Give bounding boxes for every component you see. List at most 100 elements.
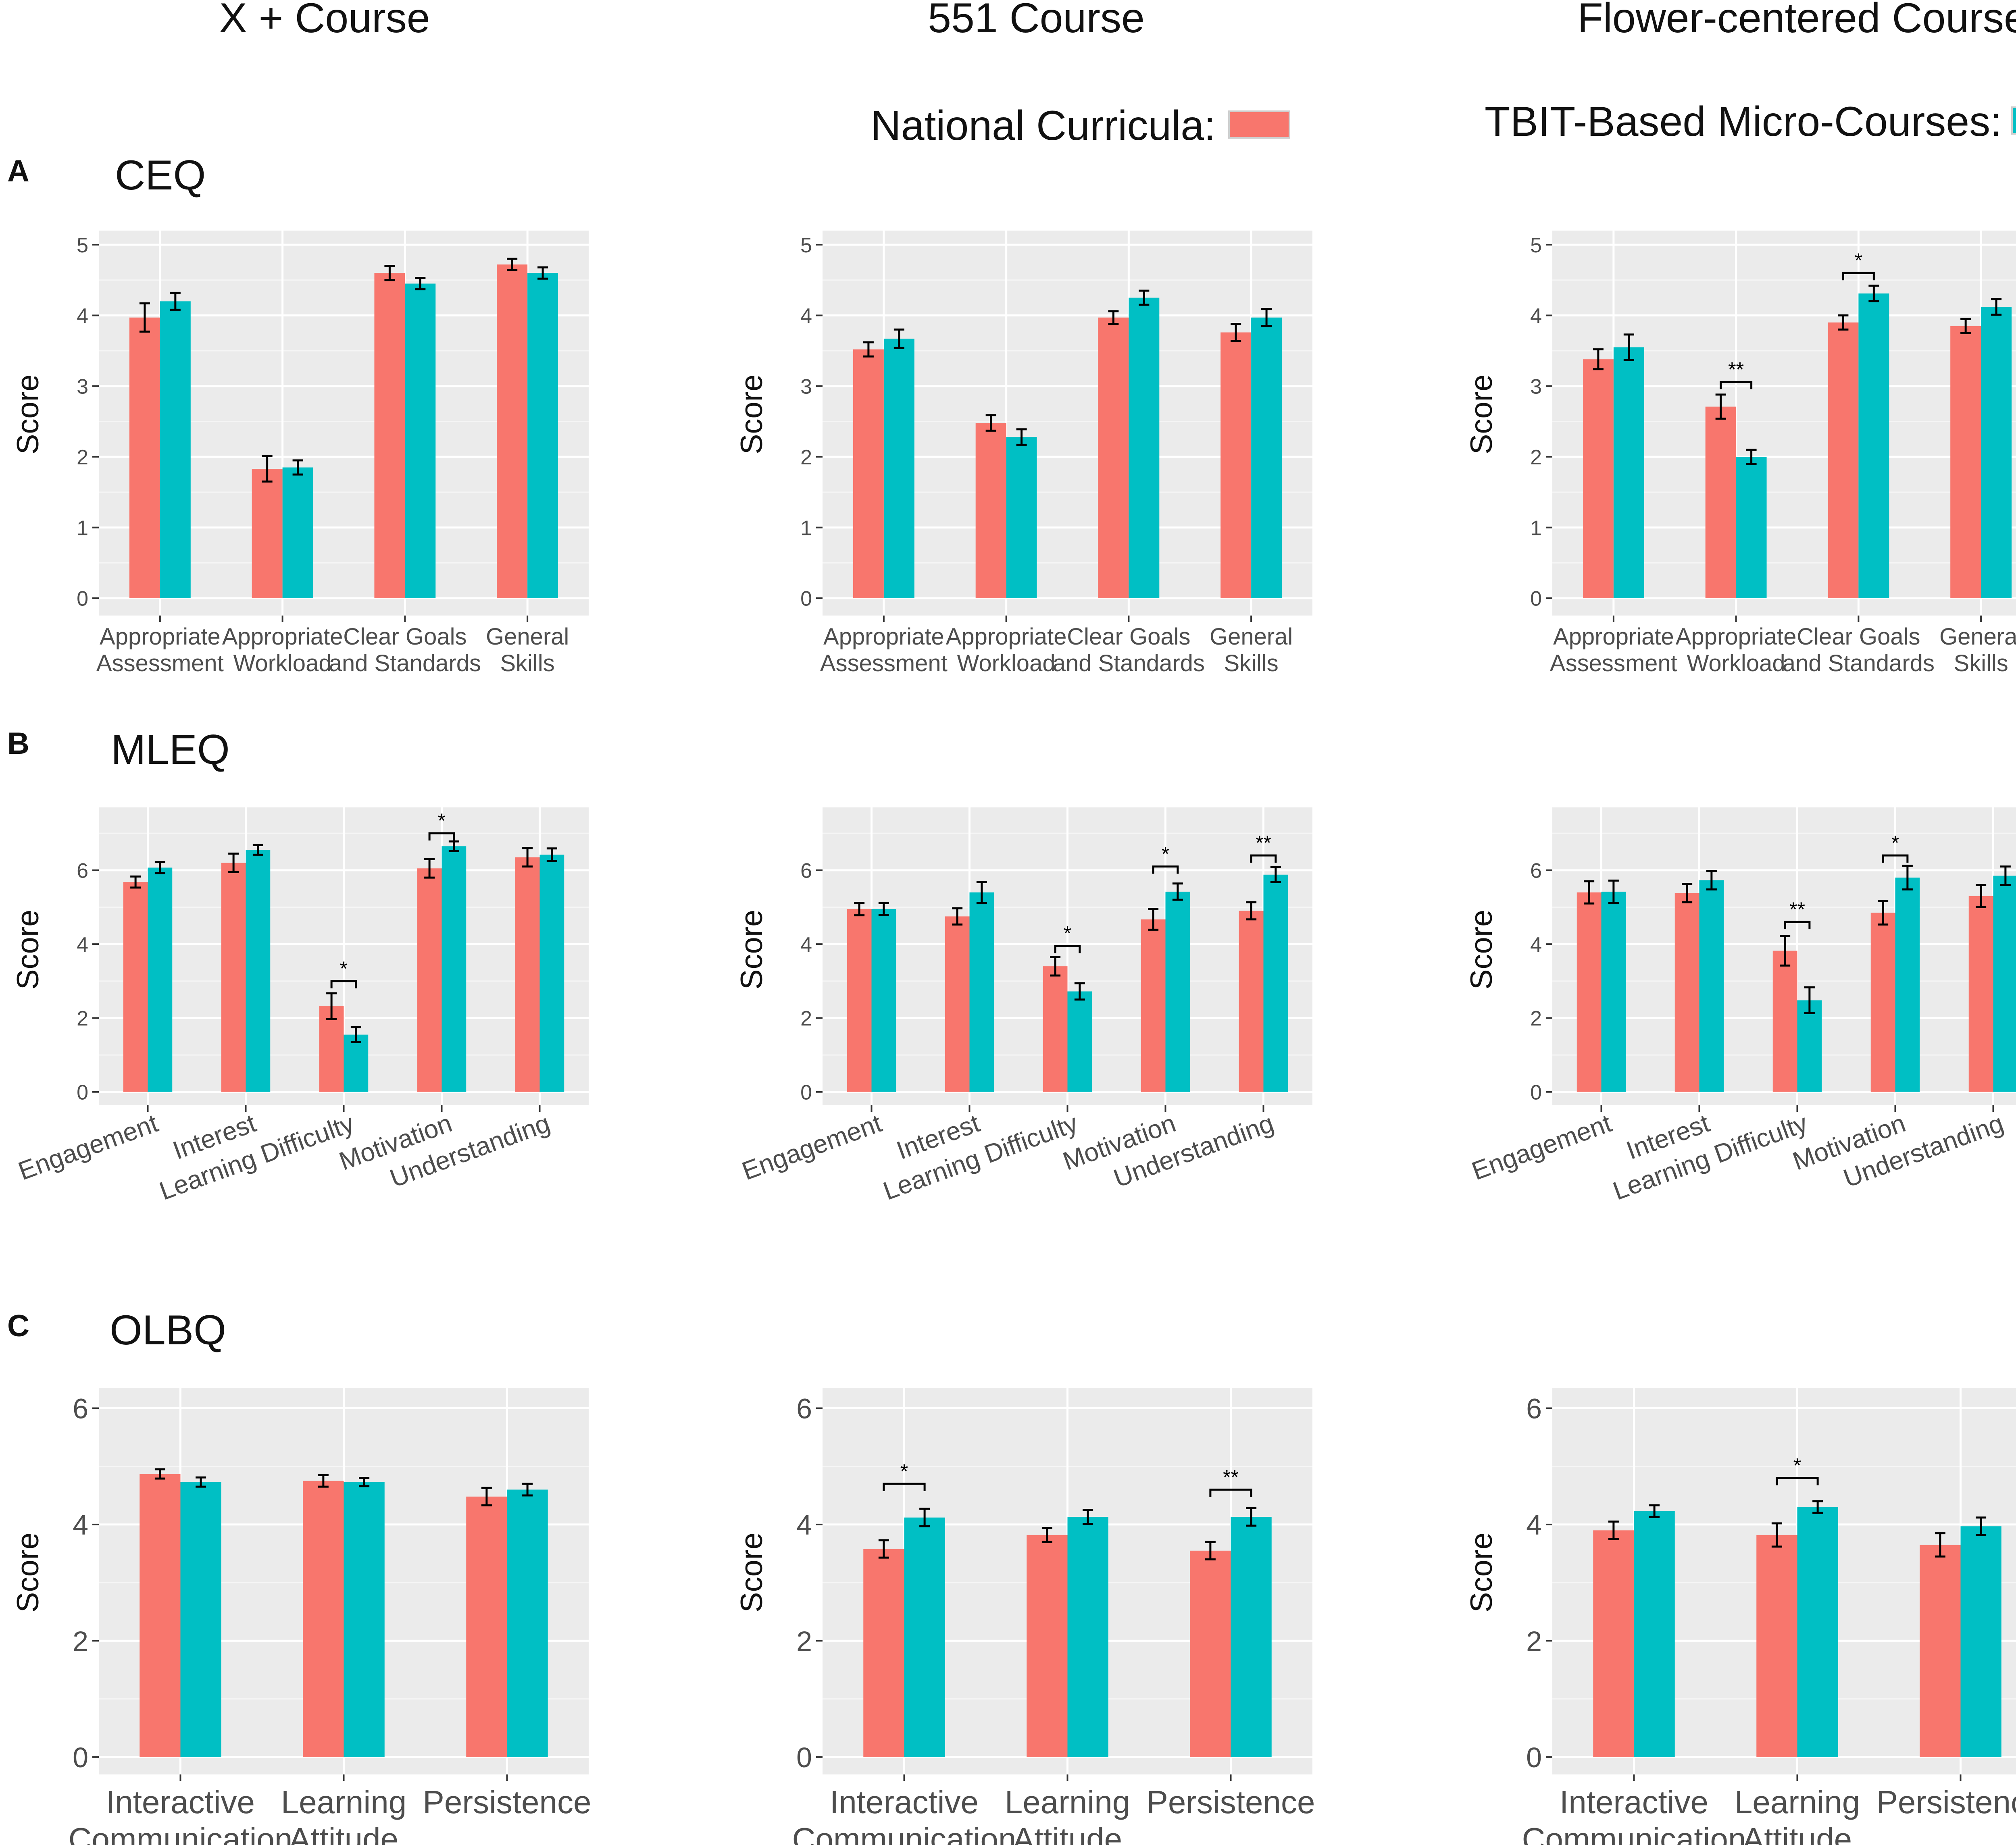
chart-panel-0-1: 0 1 2 3 4 5 Score AppropriateAssessmentAppropri… bbox=[735, 231, 1312, 676]
bar-tbit bbox=[1960, 1526, 2001, 1757]
x-tick-label: Appropriate bbox=[946, 624, 1067, 650]
x-tick-label: Persistence bbox=[1876, 1784, 2016, 1820]
significance-bracket bbox=[428, 832, 455, 841]
bar-national bbox=[319, 1006, 344, 1092]
significance-label: * bbox=[1855, 249, 1862, 272]
bar-national bbox=[1756, 1535, 1797, 1757]
significance-label: ** bbox=[1789, 898, 1805, 921]
significance-label: * bbox=[1064, 922, 1071, 945]
bar-tbit bbox=[1251, 317, 1282, 599]
bar-tbit bbox=[1797, 1507, 1838, 1757]
x-tick-label: Interactive bbox=[1560, 1784, 1708, 1820]
bar-national bbox=[1870, 913, 1895, 1092]
y-tick-label: 0 bbox=[73, 1742, 88, 1773]
y-tick-label: 2 bbox=[800, 446, 812, 469]
bar-national bbox=[497, 264, 528, 599]
bar-tbit bbox=[344, 1482, 385, 1757]
y-tick-label: 3 bbox=[77, 375, 88, 399]
row-letter-b: B bbox=[7, 726, 29, 761]
bar-tbit bbox=[344, 1034, 369, 1092]
significance-bracket bbox=[1152, 865, 1179, 874]
bar-tbit bbox=[160, 301, 191, 599]
x-tick-label: Engagement bbox=[738, 1108, 886, 1186]
charts: 012345ScoreAppropriateAssessmentAppropri… bbox=[11, 231, 2016, 1845]
significance-bracket bbox=[330, 980, 357, 988]
y-tick-label: 1 bbox=[800, 516, 812, 540]
y-axis-label: Score bbox=[735, 374, 769, 455]
bar-tbit bbox=[1006, 437, 1037, 599]
significance-bracket bbox=[1209, 1488, 1252, 1497]
y-tick-label: 1 bbox=[77, 516, 88, 540]
y-tick-label: 4 bbox=[77, 304, 88, 328]
significance-label: * bbox=[340, 957, 348, 980]
y-axis-label: Score bbox=[11, 910, 45, 990]
bar-tbit bbox=[1067, 991, 1092, 1092]
y-tick-label: 5 bbox=[77, 234, 88, 257]
legend-swatch-national bbox=[1228, 110, 1290, 139]
bar-national bbox=[1043, 966, 1068, 1092]
x-tick-label: Appropriate bbox=[222, 624, 343, 650]
bar-tbit bbox=[871, 909, 896, 1092]
x-tick-label: Appropriate bbox=[823, 624, 944, 650]
x-tick-label: Attitude bbox=[289, 1821, 398, 1845]
x-tick-label: Interactive bbox=[830, 1784, 979, 1820]
significance-bracket bbox=[1842, 272, 1875, 281]
y-tick-label: 2 bbox=[77, 446, 88, 469]
bar-tbit bbox=[1601, 891, 1626, 1092]
x-tick-label: and Standards bbox=[329, 650, 481, 676]
y-tick-label: 6 bbox=[77, 859, 88, 883]
bar-tbit bbox=[1981, 307, 2012, 599]
significance-label: ** bbox=[1728, 358, 1744, 381]
bar-tbit bbox=[1736, 457, 1767, 599]
row-letter-c: C bbox=[7, 1309, 29, 1343]
y-tick-label: 0 bbox=[796, 1742, 812, 1773]
bar-tbit bbox=[904, 1517, 945, 1757]
bar-tbit bbox=[527, 273, 558, 599]
y-tick-label: 0 bbox=[1530, 587, 1542, 611]
y-tick-label: 3 bbox=[1530, 375, 1542, 399]
bar-national bbox=[1239, 911, 1264, 1092]
bar-national bbox=[1141, 919, 1166, 1092]
bar-national bbox=[1027, 1535, 1068, 1757]
significance-label: * bbox=[1162, 843, 1169, 865]
y-tick-label: 2 bbox=[73, 1626, 88, 1657]
bar-tbit bbox=[442, 846, 467, 1092]
y-tick-label: 5 bbox=[1530, 234, 1542, 257]
bar-national bbox=[515, 857, 540, 1092]
chart-panel-0-2: 0 1 2 3 4 5 Score AppropriateAssessmentAppropri… bbox=[1464, 231, 2016, 676]
bar-national bbox=[417, 868, 442, 1092]
bar-national bbox=[221, 863, 246, 1092]
bar-tbit bbox=[1993, 876, 2016, 1092]
y-tick-label: 1 bbox=[1530, 516, 1542, 540]
row-title-ceq: CEQ bbox=[115, 152, 206, 199]
legend-label-national: National Curricula: bbox=[871, 102, 1216, 149]
x-tick-label: Workload bbox=[1687, 650, 1785, 676]
x-tick-label: Appropriate bbox=[100, 624, 221, 650]
y-tick-label: 2 bbox=[1530, 1007, 1542, 1030]
x-tick-label: Engagement bbox=[15, 1108, 162, 1186]
bar-national bbox=[1705, 406, 1736, 599]
x-tick-label: Assessment bbox=[820, 650, 948, 676]
bar-national bbox=[374, 273, 405, 599]
x-tick-label: Appropriate bbox=[1553, 624, 1674, 650]
bar-tbit bbox=[1165, 891, 1190, 1092]
y-tick-label: 2 bbox=[800, 1007, 812, 1030]
y-tick-label: 6 bbox=[1526, 1393, 1542, 1425]
bar-tbit bbox=[1858, 293, 1889, 599]
x-tick-label: Clear Goals bbox=[1067, 624, 1190, 650]
bar-national bbox=[847, 909, 872, 1092]
bar-national bbox=[863, 1549, 904, 1757]
x-tick-label: Learning bbox=[1005, 1784, 1130, 1820]
bar-national bbox=[303, 1481, 344, 1757]
bar-tbit bbox=[1067, 1517, 1108, 1757]
bar-national bbox=[252, 469, 283, 599]
x-tick-label: Engagement bbox=[1468, 1108, 1616, 1186]
bar-tbit bbox=[1129, 297, 1160, 599]
y-tick-label: 6 bbox=[796, 1393, 812, 1425]
significance-bracket bbox=[1250, 854, 1277, 863]
y-axis-label: Score bbox=[1464, 1533, 1499, 1613]
y-tick-label: 4 bbox=[800, 304, 812, 328]
bar-national bbox=[1772, 951, 1797, 1092]
x-tick-label: Attitude bbox=[1743, 1821, 1852, 1845]
